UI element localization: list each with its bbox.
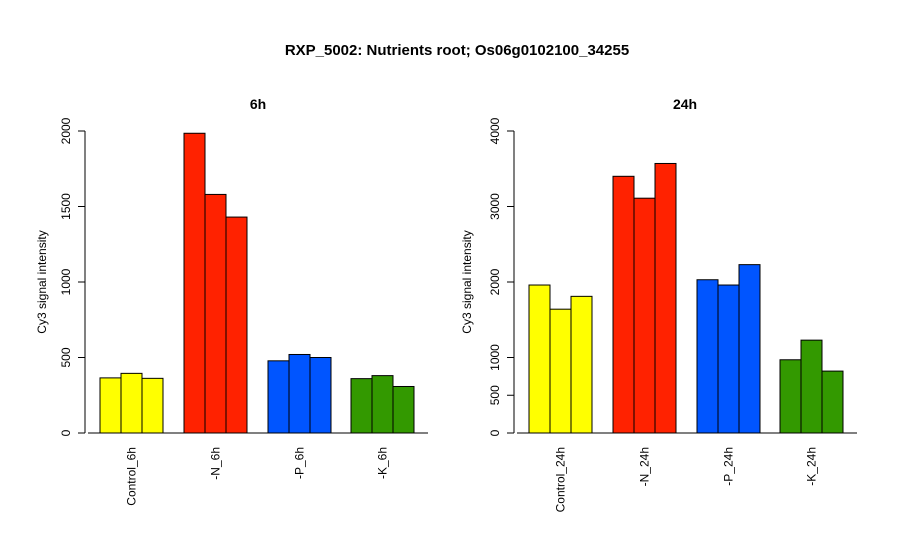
category-label-control-24h: Control_24h bbox=[554, 447, 568, 512]
y-tick-label-6h: 1000 bbox=[59, 268, 73, 295]
panel-6h: 6h Cy3 signal intensity 0 500 1000 1500 2000… bbox=[35, 96, 428, 506]
category-label-p-6h: -P_6h bbox=[293, 447, 307, 479]
category-label-k-24h: -K_24h bbox=[805, 447, 819, 486]
figure-title: RXP_5002: Nutrients root; Os06g0102100_3… bbox=[285, 42, 629, 59]
y-tick-label-24h: 500 bbox=[488, 385, 502, 405]
y-tick-label-24h: 1000 bbox=[488, 344, 502, 371]
bar-p-24h-1 bbox=[696, 279, 719, 434]
y-tick-label-24h: 0 bbox=[488, 429, 502, 436]
bar-k-24h-2 bbox=[800, 339, 823, 434]
category-label-n-6h: -N_6h bbox=[209, 447, 223, 480]
y-tick-label-6h: 500 bbox=[59, 347, 73, 367]
bar-p-6h-1 bbox=[267, 360, 290, 434]
y-tick-label-24h: 3000 bbox=[488, 193, 502, 220]
category-label-p-24h: -P_24h bbox=[722, 447, 736, 486]
bar-n-24h-3 bbox=[654, 162, 677, 434]
bar-p-6h-2 bbox=[288, 353, 311, 434]
category-label-control-6h: Control_6h bbox=[125, 447, 139, 506]
y-axis-label-6h: Cy3 signal intensity bbox=[35, 230, 49, 333]
bar-control-6h-2 bbox=[120, 372, 143, 434]
bar-n-6h-2 bbox=[204, 193, 227, 434]
bar-k-6h-3 bbox=[392, 385, 415, 434]
panel-title-24h: 24h bbox=[673, 96, 697, 112]
y-tick-label-24h: 4000 bbox=[488, 117, 502, 144]
y-tick-label-6h: 0 bbox=[59, 429, 73, 436]
bar-control-6h-1 bbox=[99, 377, 122, 434]
bar-n-24h-1 bbox=[612, 175, 635, 434]
bar-k-6h-1 bbox=[350, 378, 373, 434]
bar-p-6h-3 bbox=[309, 357, 332, 434]
bar-control-6h-3 bbox=[141, 377, 164, 434]
bar-n-6h-3 bbox=[225, 216, 248, 434]
panel-title-6h: 6h bbox=[250, 96, 266, 112]
category-label-n-24h: -N_24h bbox=[638, 447, 652, 486]
bar-p-24h-2 bbox=[717, 284, 740, 434]
bar-control-24h-3 bbox=[570, 295, 593, 434]
bar-n-6h-1 bbox=[183, 132, 206, 434]
bar-p-24h-3 bbox=[738, 264, 761, 434]
y-axis-label-24h: Cy3 signal intensity bbox=[460, 230, 474, 333]
y-tick-label-24h: 2000 bbox=[488, 268, 502, 295]
y-tick-label-6h: 1500 bbox=[59, 193, 73, 220]
bar-n-24h-2 bbox=[633, 197, 656, 434]
bar-control-24h-2 bbox=[549, 308, 572, 434]
category-label-k-6h: -K_6h bbox=[376, 447, 390, 479]
bar-k-6h-2 bbox=[371, 375, 394, 434]
panel-24h: 24h Cy3 signal intensity 0 500 1000 2000 300… bbox=[460, 96, 857, 512]
bar-k-24h-1 bbox=[779, 359, 802, 434]
y-tick-label-6h: 2000 bbox=[59, 117, 73, 144]
bar-k-24h-3 bbox=[821, 370, 844, 434]
bar-control-24h-1 bbox=[528, 284, 551, 434]
